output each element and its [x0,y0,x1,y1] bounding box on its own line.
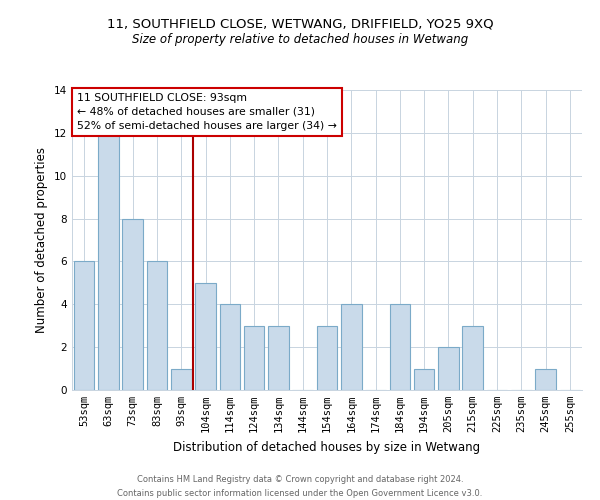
Bar [220,304,240,390]
Bar [463,326,483,390]
Bar [146,262,167,390]
Bar [244,326,265,390]
Text: 11 SOUTHFIELD CLOSE: 93sqm
← 48% of detached houses are smaller (31)
52% of semi: 11 SOUTHFIELD CLOSE: 93sqm ← 48% of deta… [77,93,337,131]
Bar [98,133,119,390]
Bar [317,326,337,390]
Bar [195,283,216,390]
Bar [122,218,143,390]
Bar [438,347,459,390]
Bar [535,368,556,390]
Text: 11, SOUTHFIELD CLOSE, WETWANG, DRIFFIELD, YO25 9XQ: 11, SOUTHFIELD CLOSE, WETWANG, DRIFFIELD… [107,18,493,30]
Bar [414,368,434,390]
Bar [74,262,94,390]
Y-axis label: Number of detached properties: Number of detached properties [35,147,49,333]
Bar [268,326,289,390]
Bar [341,304,362,390]
Bar [389,304,410,390]
X-axis label: Distribution of detached houses by size in Wetwang: Distribution of detached houses by size … [173,440,481,454]
Text: Size of property relative to detached houses in Wetwang: Size of property relative to detached ho… [132,32,468,46]
Text: Contains HM Land Registry data © Crown copyright and database right 2024.
Contai: Contains HM Land Registry data © Crown c… [118,476,482,498]
Bar [171,368,191,390]
